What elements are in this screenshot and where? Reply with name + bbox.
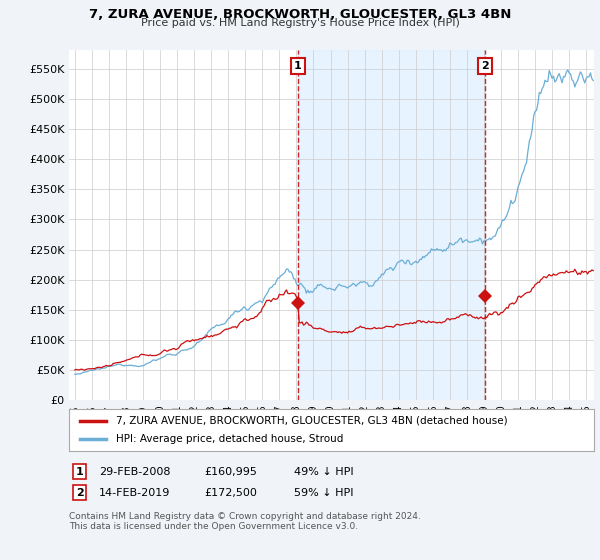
Text: Price paid vs. HM Land Registry's House Price Index (HPI): Price paid vs. HM Land Registry's House …	[140, 18, 460, 29]
Text: 14-FEB-2019: 14-FEB-2019	[99, 488, 170, 498]
Text: 2: 2	[76, 488, 83, 498]
Bar	[298, 50, 485, 400]
Text: 2: 2	[481, 61, 489, 71]
Text: 7, ZURA AVENUE, BROCKWORTH, GLOUCESTER, GL3 4BN (detached house): 7, ZURA AVENUE, BROCKWORTH, GLOUCESTER, …	[116, 416, 508, 426]
Text: HPI: Average price, detached house, Stroud: HPI: Average price, detached house, Stro…	[116, 434, 344, 444]
Text: 49% ↓ HPI: 49% ↓ HPI	[294, 466, 353, 477]
Text: 59% ↓ HPI: 59% ↓ HPI	[294, 488, 353, 498]
Text: 1: 1	[294, 61, 302, 71]
Text: Contains HM Land Registry data © Crown copyright and database right 2024.: Contains HM Land Registry data © Crown c…	[69, 512, 421, 521]
Text: 29-FEB-2008: 29-FEB-2008	[99, 466, 170, 477]
Text: This data is licensed under the Open Government Licence v3.0.: This data is licensed under the Open Gov…	[69, 522, 358, 531]
Text: 7, ZURA AVENUE, BROCKWORTH, GLOUCESTER, GL3 4BN: 7, ZURA AVENUE, BROCKWORTH, GLOUCESTER, …	[89, 8, 511, 21]
Text: £172,500: £172,500	[204, 488, 257, 498]
Text: £160,995: £160,995	[204, 466, 257, 477]
Text: 1: 1	[76, 466, 83, 477]
